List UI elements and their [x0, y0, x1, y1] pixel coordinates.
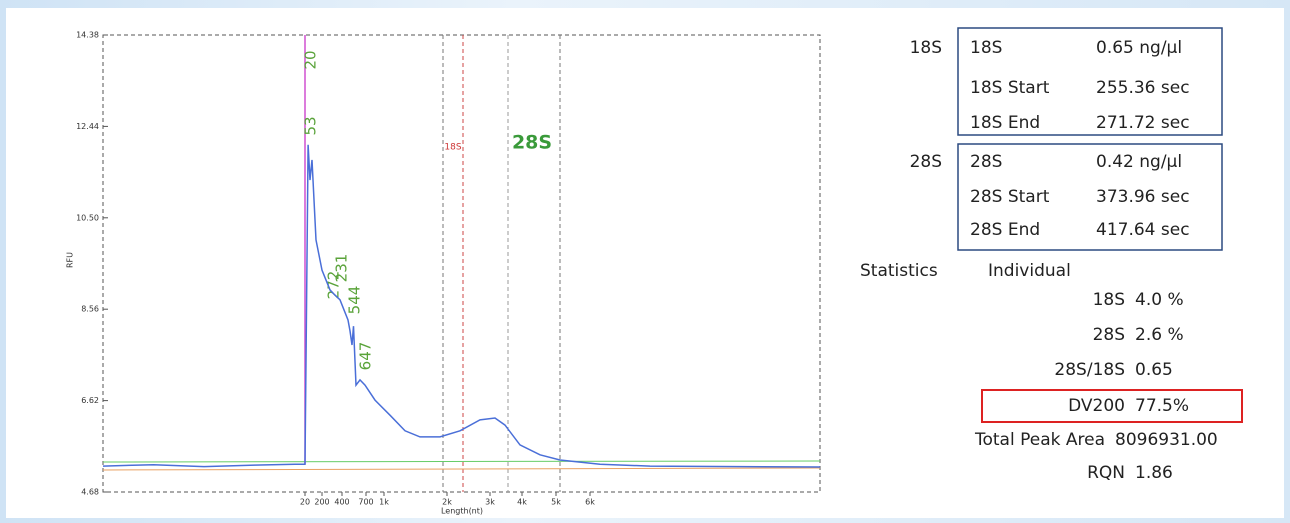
stat-value: 373.96 sec [1096, 187, 1190, 207]
stat-label: 18S [970, 38, 1002, 58]
x-tick-label: 6k [585, 498, 595, 507]
y-axis-label: RFU [66, 252, 75, 268]
x-tick-label: 400 [334, 498, 349, 507]
x-tick-label: 200 [314, 498, 329, 507]
y-tick-label: 14.38 [76, 31, 99, 40]
stat-value: 1.86 [1135, 463, 1173, 483]
peak-label: 18S [444, 143, 461, 153]
peak-box [957, 143, 1223, 251]
stat-value: 4.0 % [1135, 290, 1184, 310]
x-tick-label: 1k [379, 498, 389, 507]
x-tick-label: 700 [358, 498, 373, 507]
stat-label: 28S [1093, 325, 1125, 345]
x-tick-label: 3k [485, 498, 495, 507]
plot-frame [102, 34, 821, 493]
x-tick-label: 5k [551, 498, 561, 507]
stat-label: 28S [970, 152, 1002, 172]
stat-value: 0.65 [1135, 360, 1173, 380]
peak-label: 28S [512, 132, 552, 154]
peak-label: 272 [325, 271, 343, 300]
peak-name: 28S [910, 152, 942, 172]
y-tick-label: 10.50 [76, 213, 99, 222]
x-tick-label: 2k [442, 498, 452, 507]
stat-value: 0.65 ng/µl [1096, 38, 1182, 58]
stat-label: 28S End [970, 220, 1040, 240]
stat-label: 18S Start [970, 78, 1050, 98]
stats-mode: Individual [988, 261, 1071, 281]
y-tick-label: 6.62 [81, 396, 99, 405]
stat-label: 28S Start [970, 187, 1050, 207]
stat-value: 271.72 sec [1096, 113, 1190, 133]
stat-value: 255.36 sec [1096, 78, 1190, 98]
trace [102, 144, 821, 468]
peak-label: 647 [357, 342, 375, 371]
y-tick-label: 8.56 [81, 305, 99, 314]
stat-label: 28S/18S [1054, 360, 1125, 380]
stats-label: Statistics [860, 261, 938, 281]
x-tick-label: 20 [300, 498, 310, 507]
x-tick-label: 4k [517, 498, 527, 507]
panel [6, 8, 1284, 518]
peak-label: 53 [302, 116, 320, 135]
stat-label: 18S [1093, 290, 1125, 310]
peak-label: 231 [333, 254, 351, 283]
stat-value: 77.5% [1135, 396, 1189, 416]
stat-label: Total Peak Area [974, 430, 1105, 450]
baseline [102, 467, 821, 471]
stat-value: 2.6 % [1135, 325, 1184, 345]
stat-label: 18S End [970, 113, 1040, 133]
stat-value: 417.64 sec [1096, 220, 1190, 240]
peak-label: 544 [346, 286, 364, 315]
x-axis-label: Length(nt) [441, 507, 483, 516]
stat-label: DV200 [1068, 396, 1125, 416]
highlight-box [981, 389, 1243, 423]
baseline [102, 460, 821, 463]
stat-label: RQN [1087, 463, 1125, 483]
stat-value: 0.42 ng/µl [1096, 152, 1182, 172]
y-tick-label: 4.68 [81, 488, 99, 497]
y-tick-label: 12.44 [76, 122, 99, 131]
stat-value: 8096931.00 [1115, 430, 1218, 450]
peak-name: 18S [910, 38, 942, 58]
peak-box [957, 27, 1223, 136]
peak-label: 20 [302, 50, 320, 69]
